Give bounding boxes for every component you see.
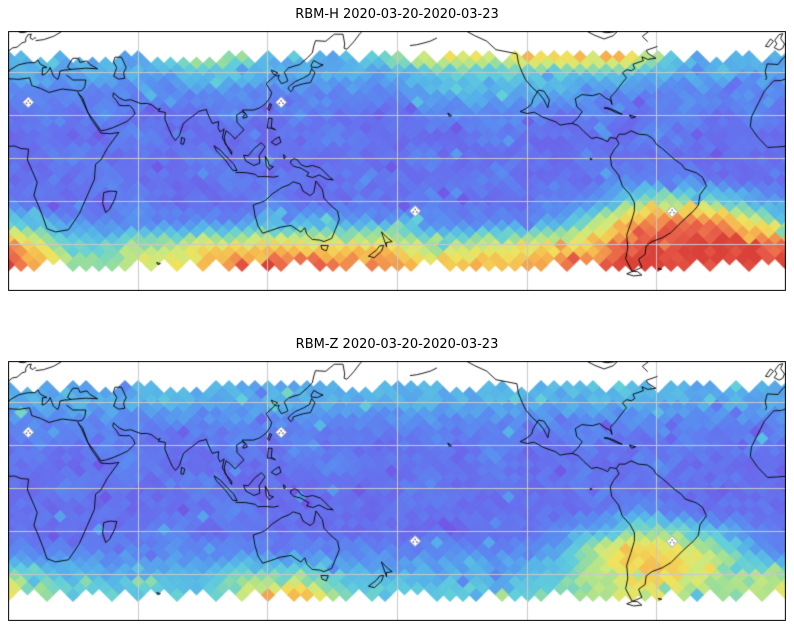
map-rbm-z (8, 361, 786, 621)
map-rbm-h (8, 31, 786, 291)
plot-title-rbm-z: RBM-Z 2020-03-20-2020-03-23 (295, 337, 499, 352)
plot-title-rbm-h: RBM-H 2020-03-20-2020-03-23 (295, 7, 499, 22)
